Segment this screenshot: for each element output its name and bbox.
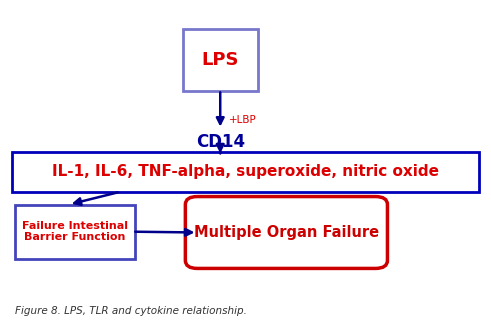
Text: IL-1, IL-6, TNF-alpha, superoxide, nitric oxide: IL-1, IL-6, TNF-alpha, superoxide, nitri… xyxy=(52,164,439,179)
FancyBboxPatch shape xyxy=(185,197,387,268)
Text: CD14: CD14 xyxy=(196,133,245,151)
Text: LPS: LPS xyxy=(201,51,239,69)
Text: Figure 8. LPS, TLR and cytokine relationship.: Figure 8. LPS, TLR and cytokine relation… xyxy=(15,306,246,316)
FancyBboxPatch shape xyxy=(12,152,479,192)
Text: Multiple Organ Failure: Multiple Organ Failure xyxy=(194,225,379,240)
Text: +LBP: +LBP xyxy=(229,115,256,125)
FancyBboxPatch shape xyxy=(183,29,257,91)
Text: Failure Intestinal
Barrier Function: Failure Intestinal Barrier Function xyxy=(22,221,128,243)
FancyBboxPatch shape xyxy=(15,204,135,259)
